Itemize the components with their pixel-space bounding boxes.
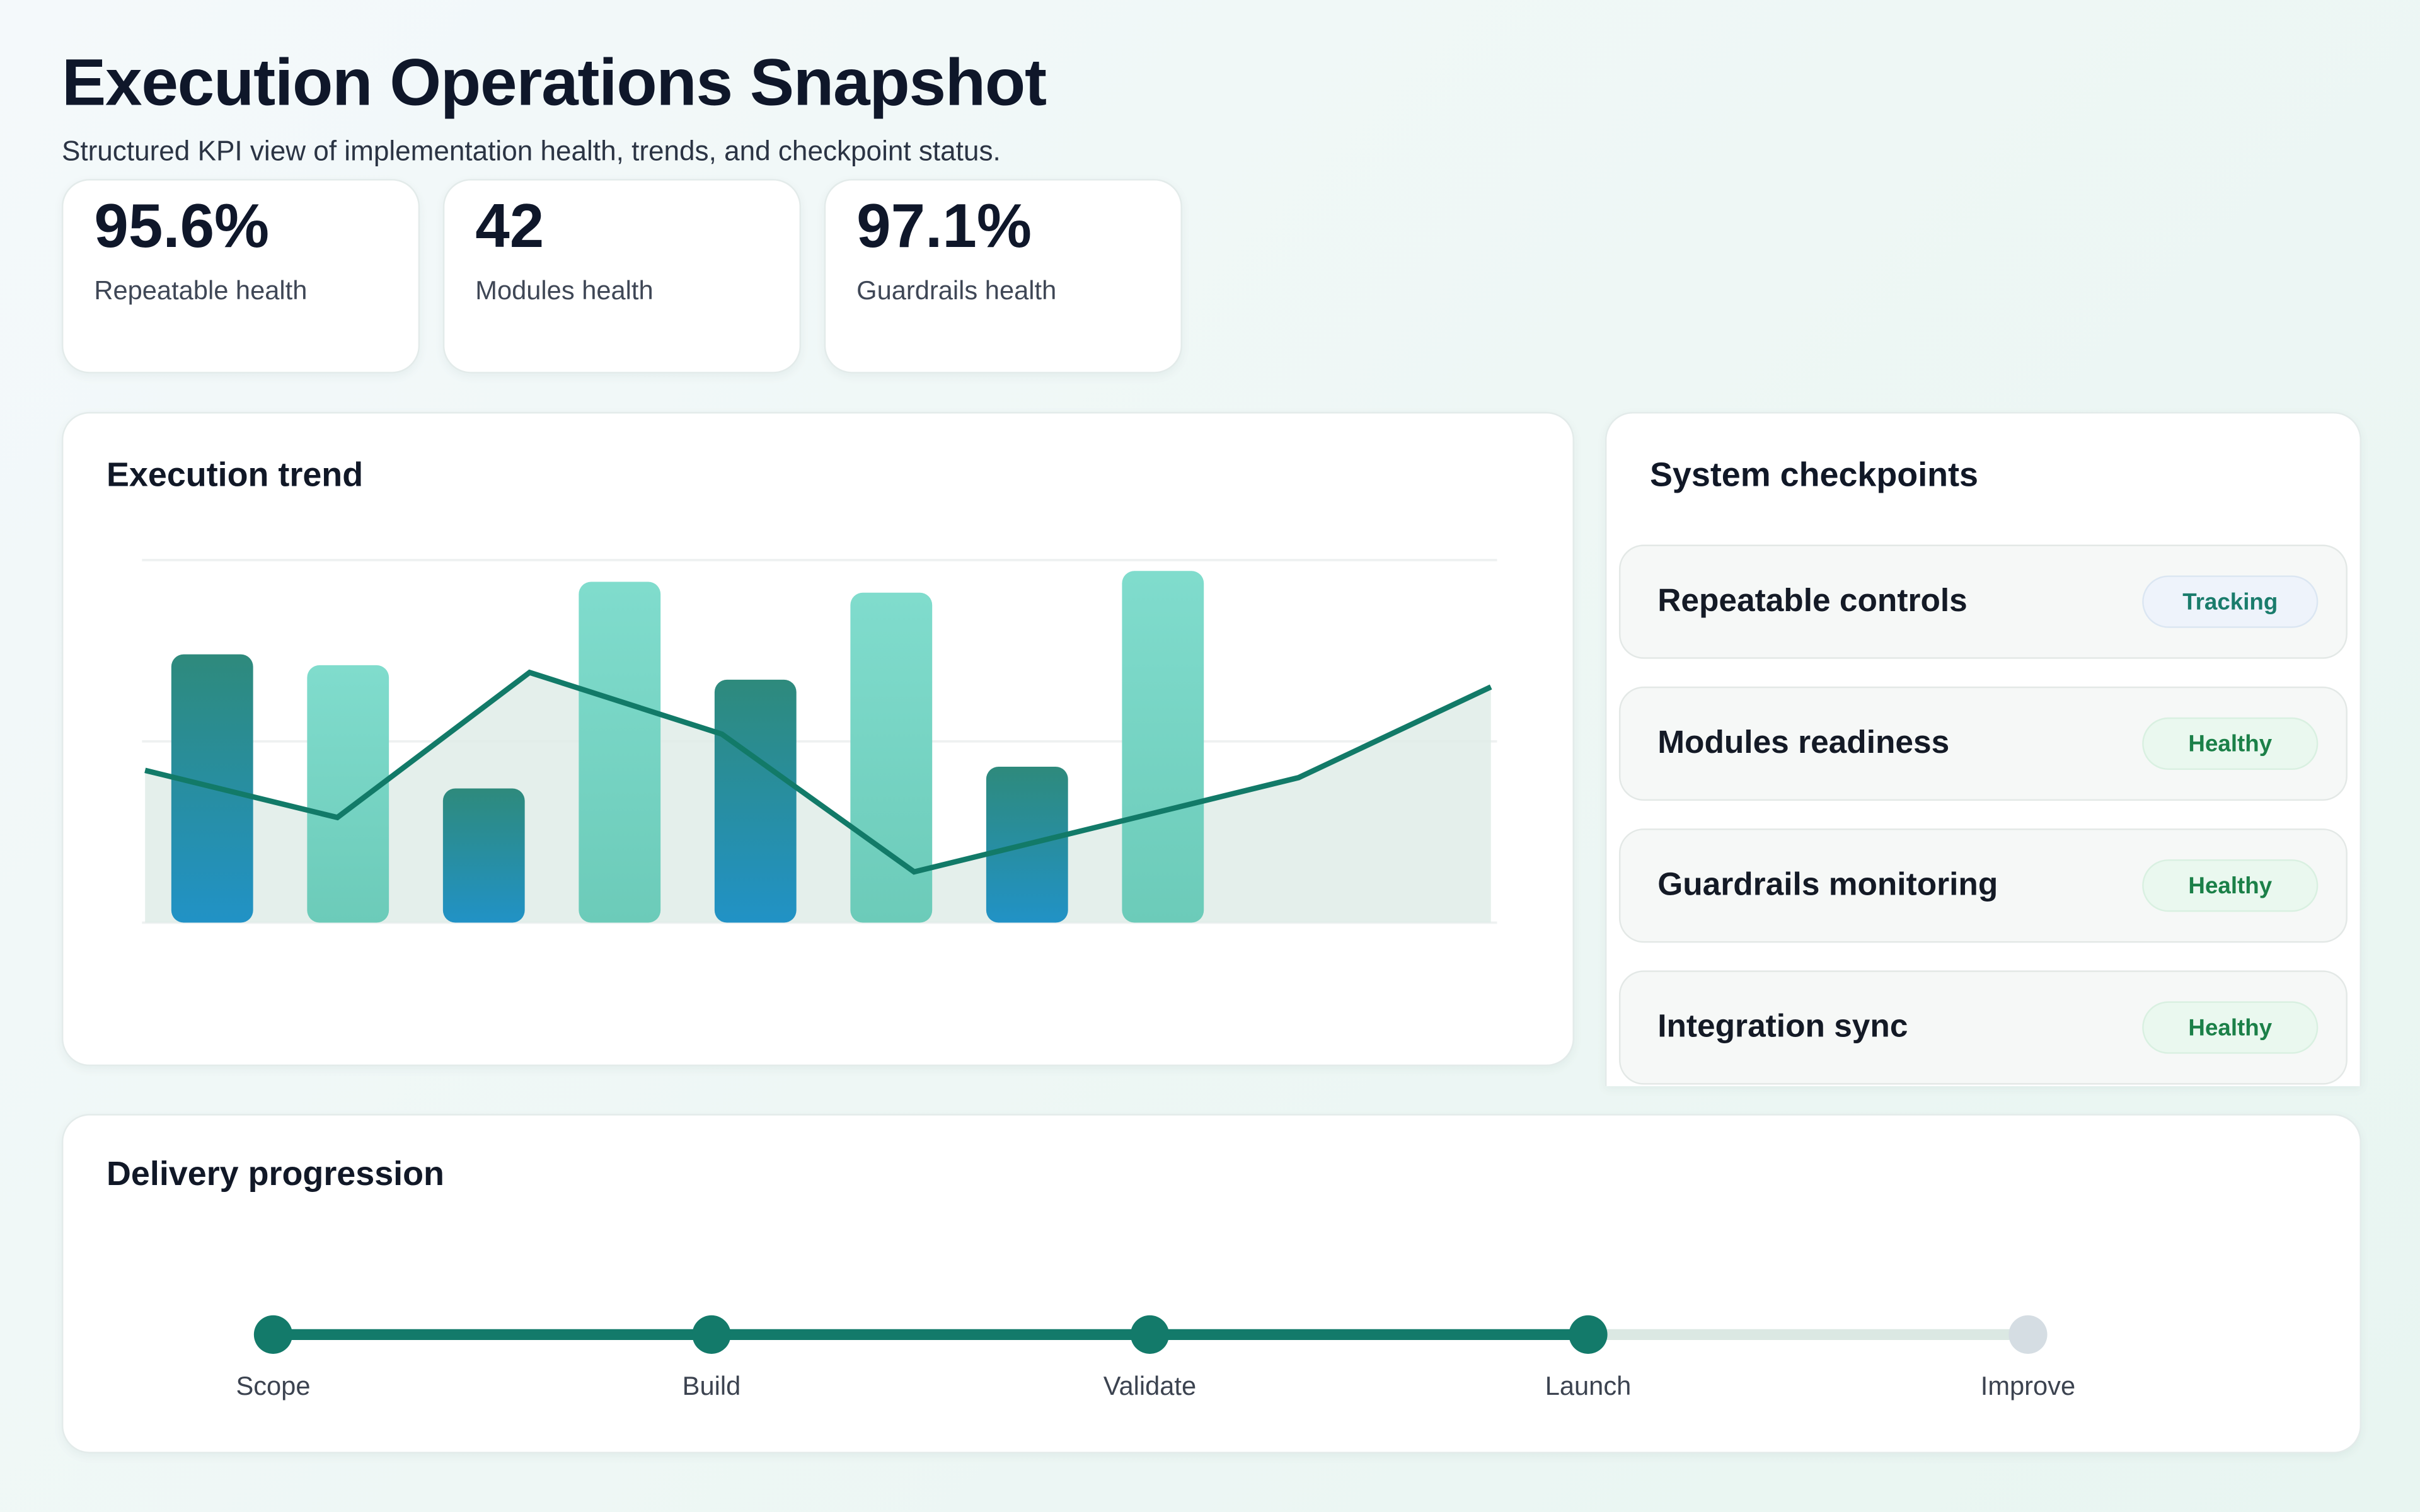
step-dot	[2008, 1315, 2048, 1354]
kpi-card-guardrails: 97.1% Guardrails health	[824, 179, 1182, 374]
kpi-label: Guardrails health	[856, 276, 1057, 306]
bar	[1122, 571, 1204, 923]
step-label-improve: Improve	[1980, 1372, 2076, 1401]
kpi-value: 42	[475, 193, 544, 261]
checkpoint-label: Integration sync	[1657, 1009, 1908, 1045]
status-badge: Healthy	[2142, 717, 2319, 770]
status-badge: Healthy	[2142, 859, 2319, 912]
page-subtitle: Structured KPI view of implementation he…	[61, 135, 1001, 167]
checkpoint-label: Repeatable controls	[1657, 583, 1968, 619]
step-label-build: Build	[682, 1372, 741, 1401]
bar	[442, 788, 525, 923]
step-dot	[1130, 1315, 1170, 1354]
bar	[714, 679, 797, 923]
kpi-label: Modules health	[475, 276, 654, 306]
execution-trend-chart	[142, 559, 1497, 924]
execution-trend-title: Execution trend	[106, 455, 364, 494]
step-label-validate: Validate	[1103, 1372, 1197, 1401]
trend-line	[144, 669, 1492, 875]
bar	[579, 581, 661, 923]
step-dot	[692, 1315, 731, 1354]
step-label-scope: Scope	[236, 1372, 311, 1401]
bar	[307, 665, 389, 923]
step-dot	[253, 1315, 293, 1354]
step-label-launch: Launch	[1545, 1372, 1632, 1401]
page-title: Execution Operations Snapshot	[61, 46, 1047, 121]
checkpoint-label: Modules readiness	[1657, 725, 1950, 761]
checkpoint-item[interactable]: Modules readiness Healthy	[1618, 686, 2348, 801]
status-badge: Healthy	[2142, 1001, 2319, 1054]
kpi-value: 95.6%	[94, 193, 270, 261]
step-dot	[1569, 1315, 1608, 1354]
execution-trend-card: Execution trend	[61, 411, 1574, 1067]
system-checkpoints-title: System checkpoints	[1649, 455, 1978, 494]
kpi-card-modules: 42 Modules health	[442, 179, 802, 374]
kpi-label: Repeatable health	[94, 276, 308, 306]
kpi-card-repeatable: 95.6% Repeatable health	[61, 179, 420, 374]
delivery-progress-track	[253, 1315, 2048, 1354]
checkpoint-item[interactable]: Integration sync Healthy	[1618, 970, 2348, 1085]
checkpoint-item[interactable]: Guardrails monitoring Healthy	[1618, 828, 2348, 943]
system-checkpoints-card: System checkpoints Repeatable controls T…	[1605, 411, 2361, 1087]
status-badge: Tracking	[2142, 575, 2319, 628]
delivery-progression-title: Delivery progression	[106, 1154, 445, 1193]
delivery-progression-card: Delivery progression Scope Build Validat…	[61, 1114, 2361, 1453]
checkpoint-label: Guardrails monitoring	[1657, 867, 1998, 903]
kpi-value: 97.1%	[856, 193, 1032, 261]
checkpoint-item[interactable]: Repeatable controls Tracking	[1618, 544, 2348, 659]
